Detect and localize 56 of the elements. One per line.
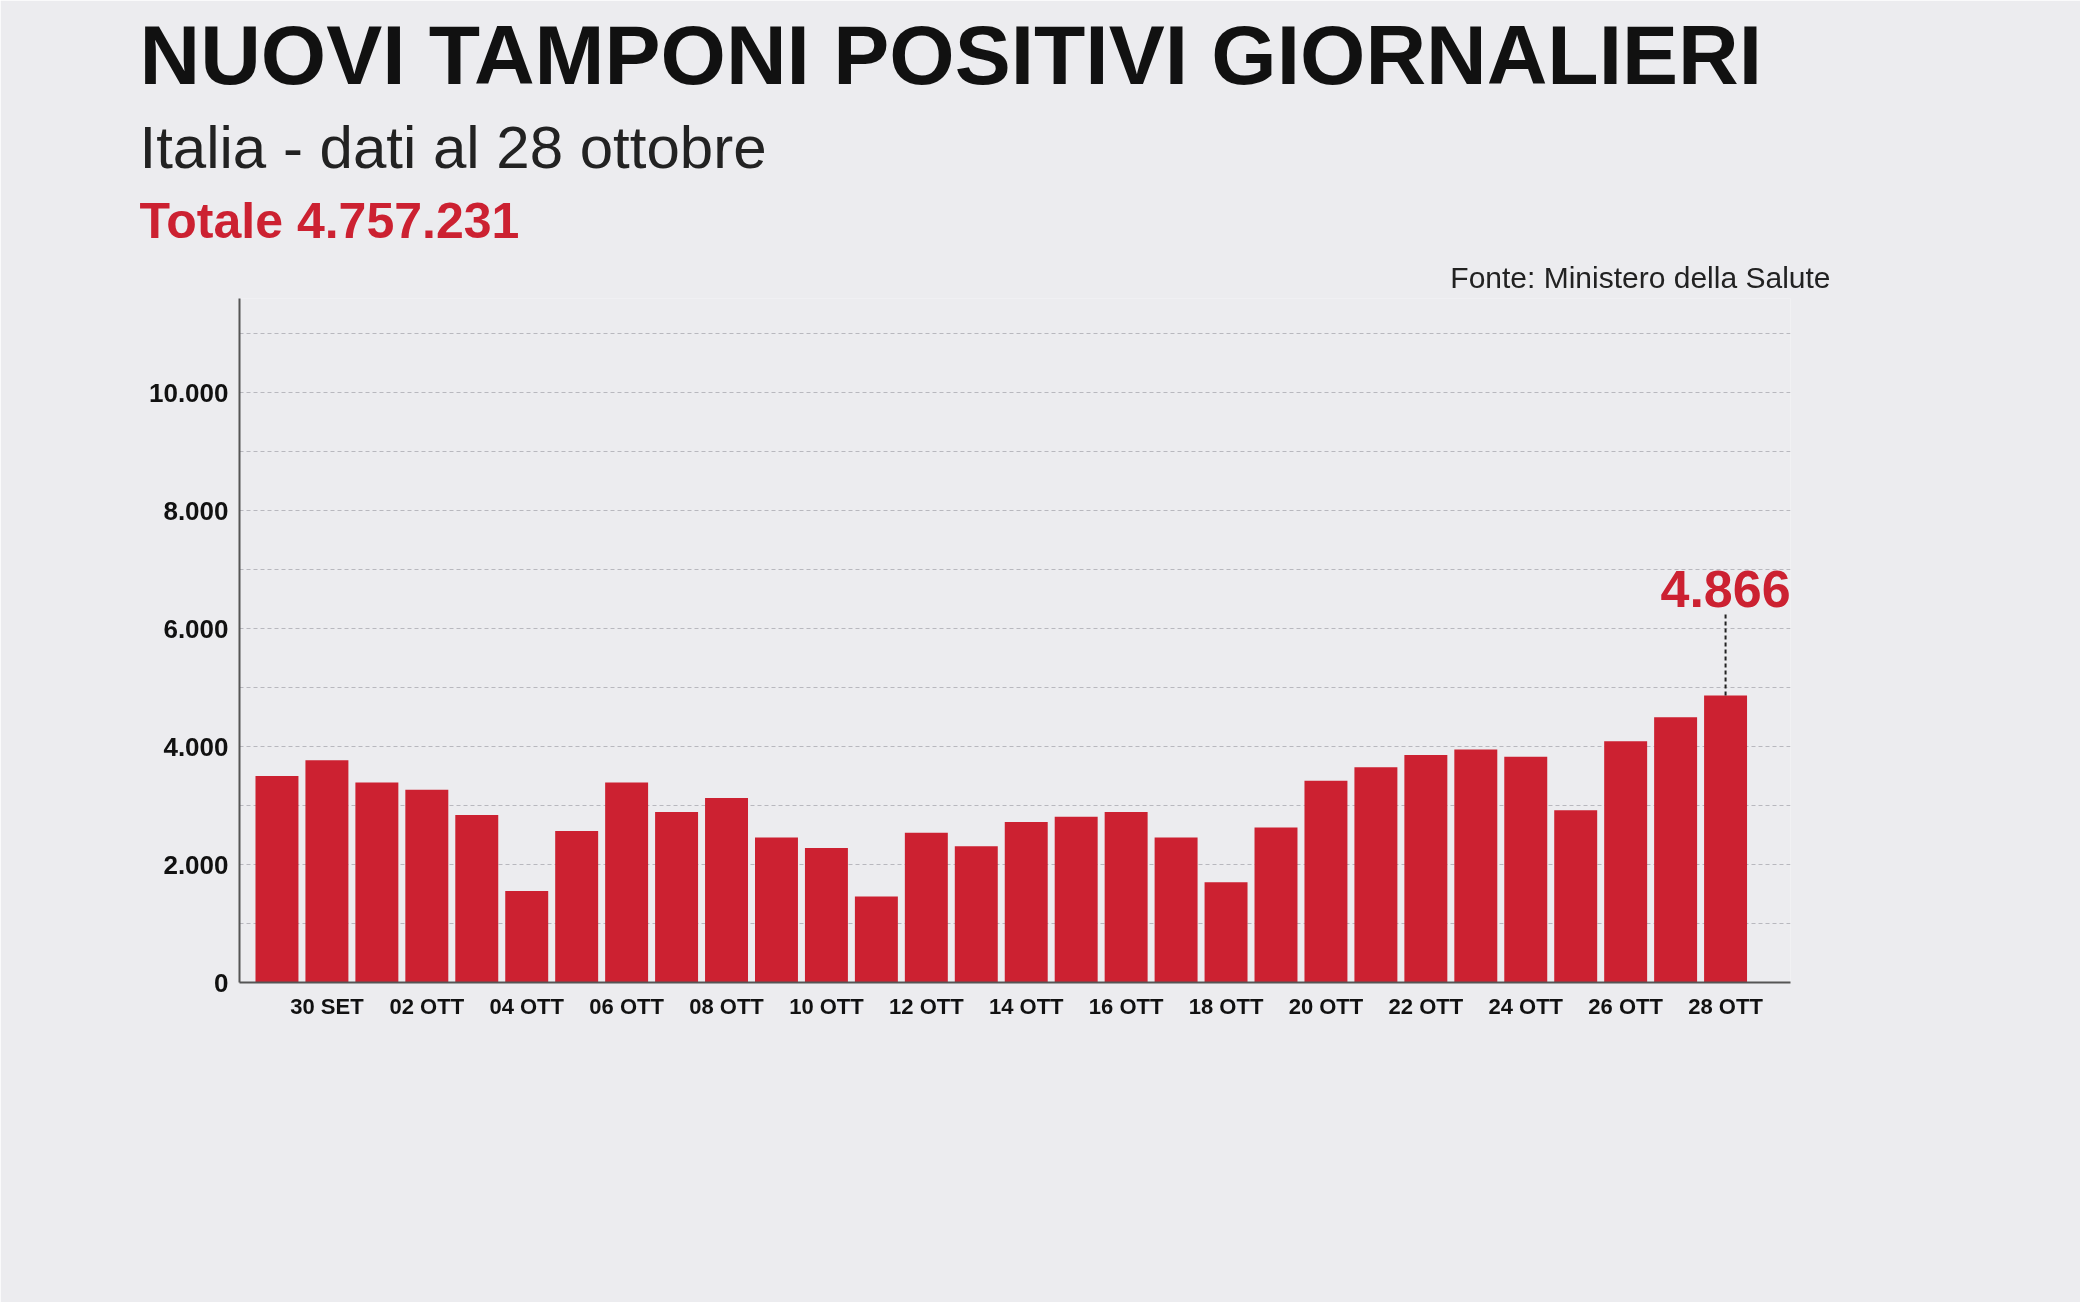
bar — [1004, 822, 1048, 983]
x-tick-label: 10 OTT — [789, 993, 865, 1019]
y-tick-label: 2.000 — [163, 849, 229, 880]
bar — [405, 789, 449, 983]
x-tick-label: 14 OTT — [988, 993, 1065, 1019]
bar — [1704, 695, 1748, 983]
bar — [1254, 827, 1298, 983]
x-tick-label: 28 OTT — [1688, 993, 1764, 1019]
bar — [1304, 780, 1348, 983]
bar — [455, 815, 499, 983]
bar — [1504, 756, 1548, 983]
bar — [904, 832, 948, 983]
x-tick-label: 16 OTT — [1088, 993, 1164, 1019]
bar — [255, 776, 299, 983]
x-tick-label: 22 OTT — [1388, 993, 1464, 1019]
text: Totale 4.757.231 — [139, 192, 520, 249]
y-tick-label: 10.000 — [148, 377, 229, 408]
data-label: 4.866 — [1660, 559, 1791, 618]
bar — [954, 846, 998, 983]
bar — [705, 797, 749, 983]
bar — [755, 837, 798, 983]
bar — [1404, 754, 1448, 983]
bar — [1204, 882, 1248, 983]
x-tick-label: 08 OTT — [689, 993, 765, 1019]
bar — [605, 782, 649, 983]
bar — [854, 896, 898, 983]
chart-title: NUOVI TAMPONI POSITIVI GIORNALIERI — [139, 7, 1763, 102]
bar — [305, 760, 349, 983]
bar — [655, 812, 699, 983]
bar — [804, 848, 848, 983]
x-tick-label: 06 OTT — [589, 993, 665, 1019]
bar — [555, 830, 599, 983]
bar — [1154, 837, 1198, 983]
x-tick-label: 04 OTT — [489, 993, 565, 1019]
bar — [1054, 816, 1098, 983]
bar — [1604, 741, 1648, 983]
chart-subtitle: Italia - dati al 28 ottobre — [139, 113, 767, 181]
bar — [1654, 717, 1698, 983]
bar — [1354, 767, 1398, 983]
y-tick-label: 6.000 — [163, 613, 229, 644]
bar — [1554, 810, 1598, 983]
source-note: Fonte: Ministero della Salute — [1450, 260, 1831, 294]
y-tick-label: 8.000 — [163, 495, 229, 526]
x-tick-label: 26 OTT — [1588, 993, 1664, 1019]
bar — [1104, 812, 1148, 983]
x-tick-label: 02 OTT — [389, 993, 465, 1019]
y-tick-label: 0 — [214, 967, 229, 998]
x-tick-label: 18 OTT — [1188, 993, 1264, 1019]
x-tick-label: 24 OTT — [1488, 993, 1564, 1019]
bar — [505, 891, 549, 983]
x-tick-label: 30 SET — [290, 993, 365, 1019]
bar — [355, 782, 399, 983]
bar — [1454, 749, 1498, 983]
x-tick-label: 12 OTT — [889, 993, 965, 1019]
y-tick-label: 4.000 — [163, 731, 229, 762]
x-tick-label: 20 OTT — [1288, 993, 1364, 1019]
